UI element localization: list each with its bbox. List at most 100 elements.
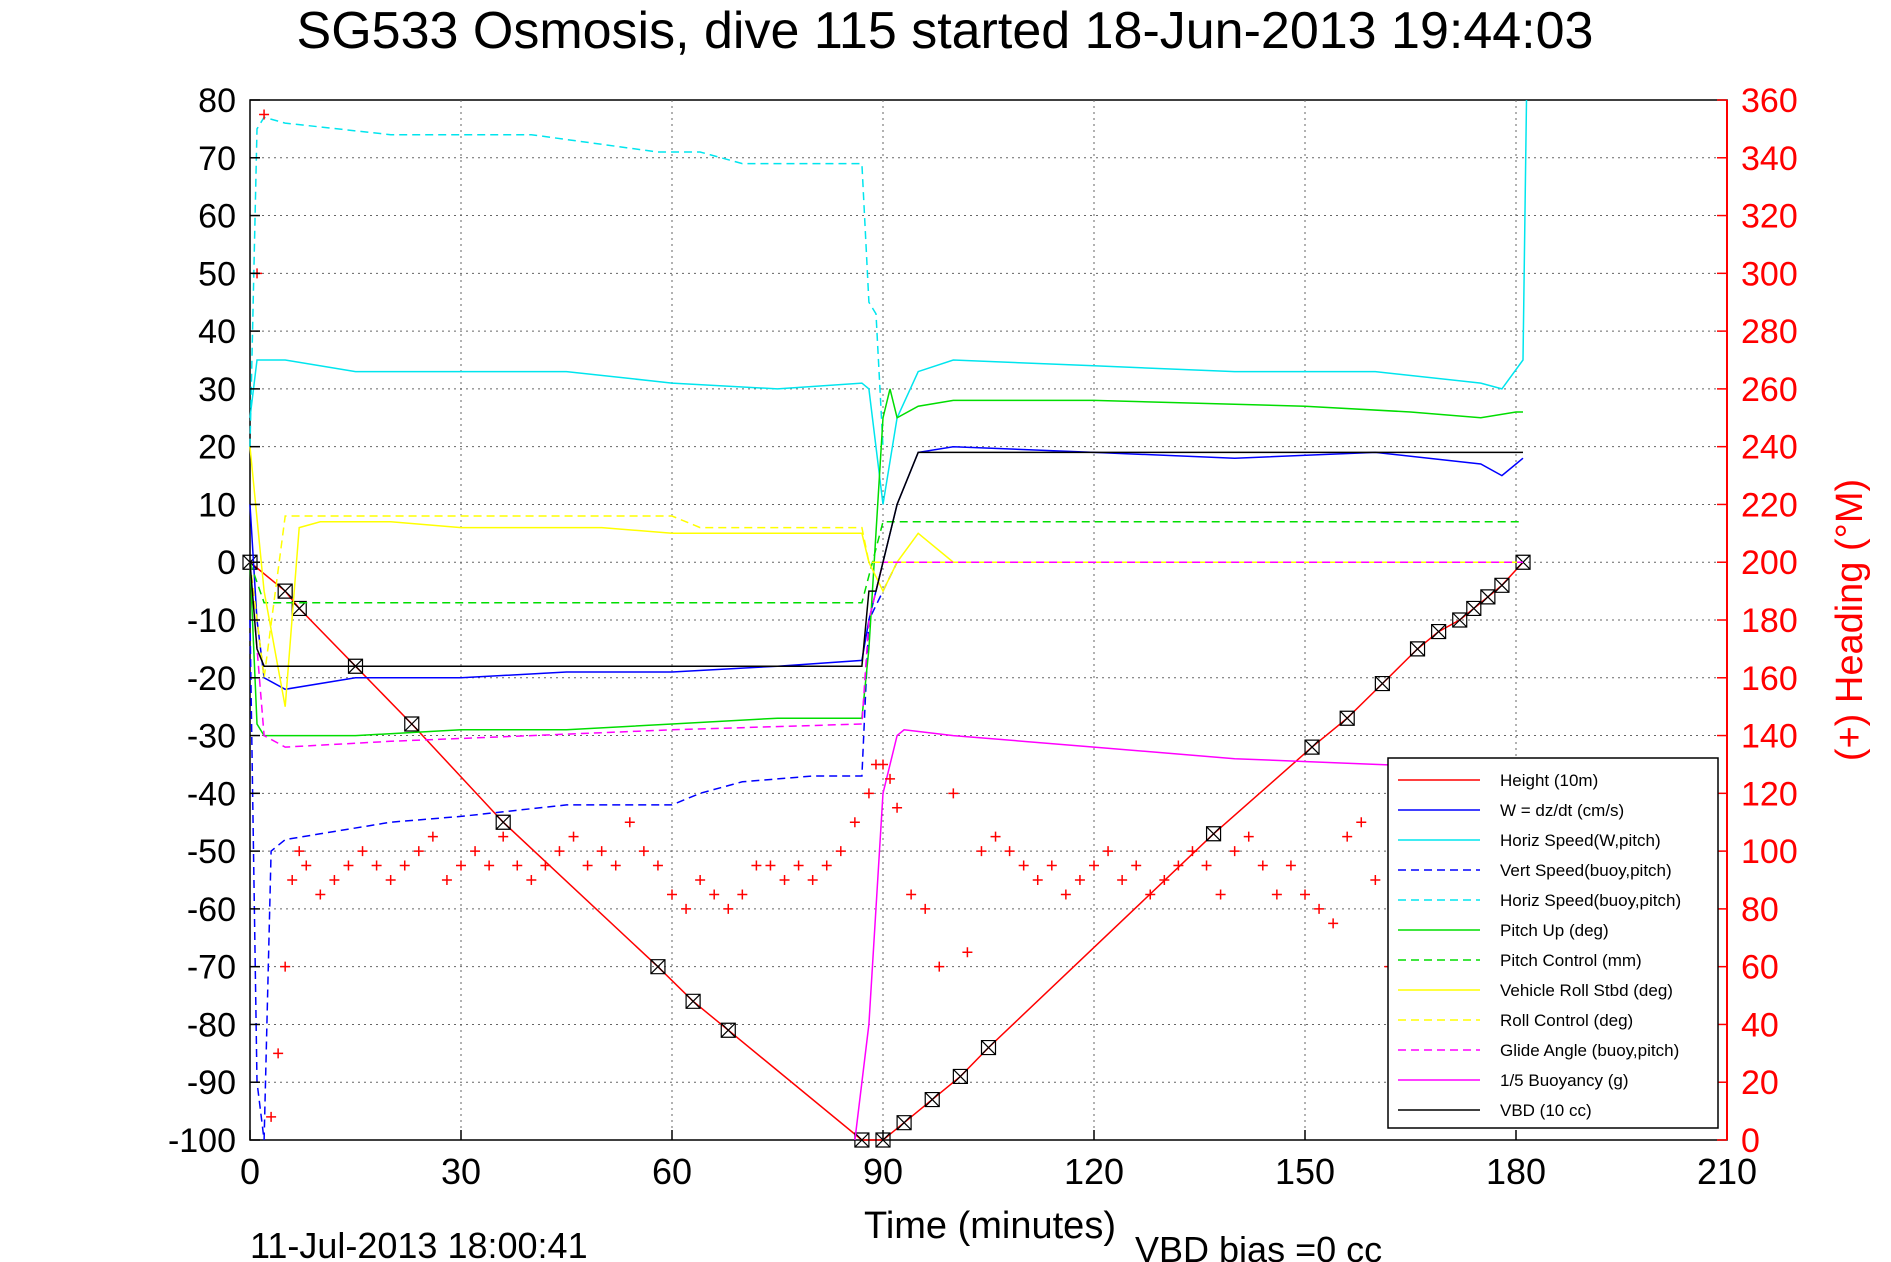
heading-point (779, 875, 790, 885)
y-tick-label: -100 (168, 1122, 236, 1160)
height-marker (980, 1039, 997, 1056)
heading-point (1356, 817, 1367, 828)
heading-point (1173, 860, 1184, 871)
heading-point (280, 961, 291, 972)
footer-timestamp: 11-Jul-2013 18:00:41 (250, 1225, 588, 1262)
heading-point (1215, 889, 1226, 900)
series-line (249, 451, 1523, 667)
y2-tick-label: 360 (1741, 82, 1798, 120)
heading-point (329, 875, 340, 885)
y2-tick-label: 0 (1741, 1122, 1760, 1160)
height-marker (1466, 600, 1482, 617)
y-tick-label: -20 (187, 660, 236, 698)
height-marker (720, 1022, 736, 1038)
heading-point (695, 875, 706, 885)
y-tick-label: 40 (198, 313, 236, 351)
heading-point (1229, 846, 1240, 857)
series-line (249, 99, 1528, 505)
y2-tick-label: 180 (1741, 602, 1798, 640)
x-axis: 0 30 60 90 120 150 180 210 (240, 1130, 1757, 1192)
heading-point (582, 860, 593, 871)
heading-point (371, 860, 382, 871)
x-tick-label: 180 (1486, 1151, 1546, 1192)
height-marker (1431, 623, 1447, 640)
heading-point (906, 889, 917, 900)
heading-point (512, 860, 523, 871)
heading-point (259, 109, 270, 120)
heading-point (1285, 860, 1296, 871)
y2-tick-label: 40 (1741, 1006, 1779, 1044)
heading-point (1201, 860, 1212, 871)
y2-tick-label: 320 (1741, 198, 1798, 236)
y-tick-label: -40 (187, 775, 236, 813)
y2-tick-label: 140 (1741, 718, 1798, 756)
series-line (249, 116, 884, 447)
height-marker (404, 716, 420, 732)
y-tick-label: 60 (198, 198, 236, 236)
heading-point (441, 875, 452, 885)
y-tick-label: 30 (198, 371, 236, 409)
x-tick-label: 90 (863, 1151, 903, 1192)
heading-point (456, 860, 466, 871)
heading-point (1089, 860, 1099, 871)
y-tick-label: 0 (217, 544, 236, 582)
y-tick-label: -50 (187, 833, 236, 871)
heading-point (934, 961, 945, 972)
heading-point (885, 773, 896, 784)
heading-point (385, 875, 396, 885)
height-marker (924, 1091, 940, 1108)
y-tick-label: -70 (187, 949, 236, 987)
y-tick-label: -30 (187, 718, 236, 756)
legend-entry: Vert Speed(buoy,pitch) (1500, 861, 1672, 880)
heading-point (709, 889, 720, 900)
height-marker (854, 1132, 870, 1148)
x-tick-label: 0 (240, 1151, 260, 1192)
series-line (249, 521, 1523, 604)
legend-entry: Glide Angle (buoy,pitch) (1500, 1041, 1679, 1060)
y-tick-label: 10 (198, 486, 236, 524)
heading-point (624, 817, 635, 828)
heading-point (294, 846, 305, 857)
height-marker (685, 993, 701, 1009)
heading-point (1300, 889, 1310, 900)
heading-point (357, 846, 368, 857)
legend-entry: VBD (10 cc) (1500, 1101, 1592, 1120)
height-marker (650, 959, 666, 975)
vbd-bias-label: VBD bias =0 cc (1135, 1229, 1382, 1262)
height-marker (1205, 826, 1222, 842)
x-tick-label: 30 (441, 1151, 481, 1192)
legend-entry: Vehicle Roll Stbd (deg) (1500, 981, 1673, 1000)
height-marker (1494, 577, 1510, 593)
x-tick-label: 120 (1064, 1151, 1124, 1192)
heading-point (1018, 860, 1029, 871)
heading-point (793, 860, 804, 871)
heading-point (737, 889, 748, 900)
height-marker (1374, 675, 1390, 692)
heading-point (301, 860, 312, 871)
height-marker (896, 1115, 912, 1131)
heading-point (1159, 875, 1170, 885)
heading-point (1271, 889, 1282, 900)
heading-point (1370, 875, 1381, 885)
heading-point (596, 846, 607, 857)
series-line (249, 388, 1523, 737)
legend-entry: Pitch Up (deg) (1500, 921, 1609, 940)
heading-point (540, 860, 551, 871)
heading-point (920, 903, 931, 914)
heading-point (652, 860, 663, 871)
heading-point (1004, 846, 1015, 857)
heading-point (878, 759, 888, 770)
heading-point (1103, 846, 1114, 857)
plot-area (242, 99, 1728, 1148)
heading-point (1257, 860, 1268, 871)
heading-point (1342, 831, 1353, 842)
heading-point (849, 817, 860, 828)
heading-point (863, 788, 874, 799)
heading-point (948, 788, 959, 799)
legend-entry: Pitch Control (mm) (1500, 951, 1642, 970)
legend-box (1387, 757, 1719, 1129)
y2-tick-label: 100 (1741, 833, 1798, 871)
heading-point (526, 875, 537, 885)
y-tick-label: 50 (198, 255, 236, 293)
